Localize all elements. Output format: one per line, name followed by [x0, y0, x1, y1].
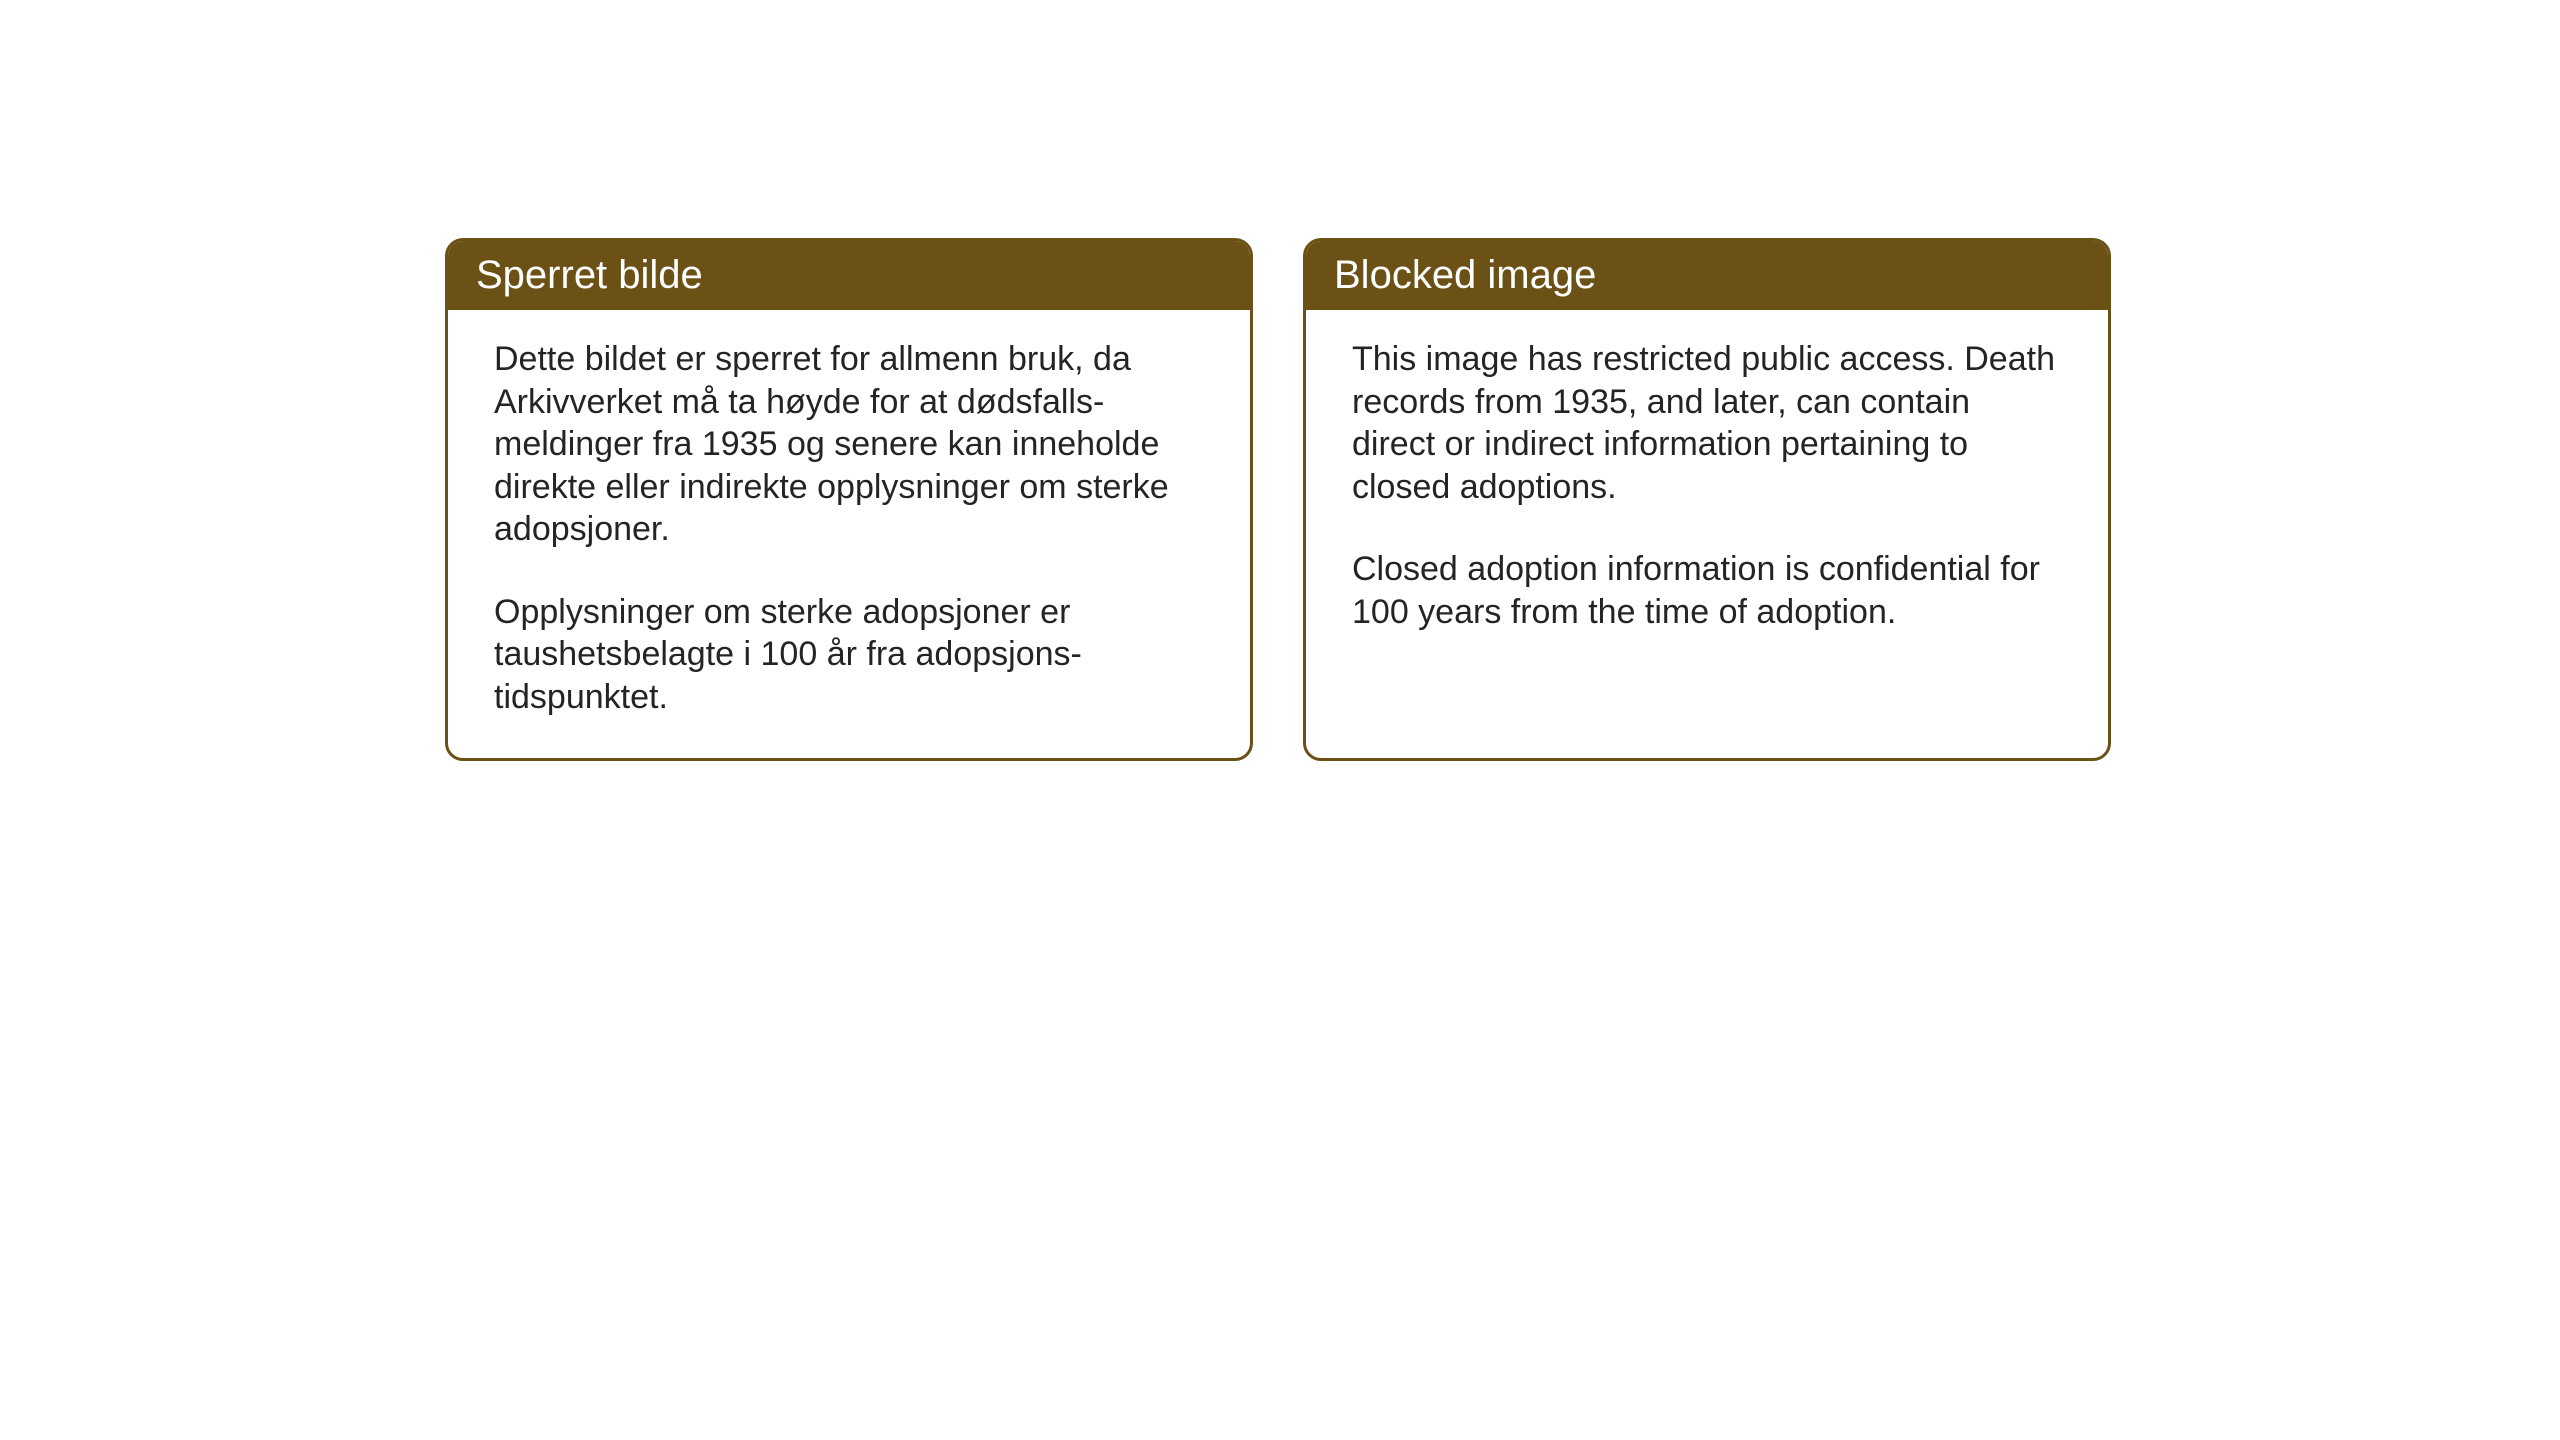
card-paragraph: Closed adoption information is confident… — [1352, 548, 2062, 633]
card-body-english: This image has restricted public access.… — [1306, 310, 2108, 673]
card-english: Blocked image This image has restricted … — [1303, 238, 2111, 761]
card-paragraph: This image has restricted public access.… — [1352, 338, 2062, 508]
card-header-english: Blocked image — [1306, 241, 2108, 310]
card-body-norwegian: Dette bildet er sperret for allmenn bruk… — [448, 310, 1250, 758]
cards-container: Sperret bilde Dette bildet er sperret fo… — [445, 238, 2111, 761]
card-norwegian: Sperret bilde Dette bildet er sperret fo… — [445, 238, 1253, 761]
card-paragraph: Dette bildet er sperret for allmenn bruk… — [494, 338, 1204, 551]
card-paragraph: Opplysninger om sterke adopsjoner er tau… — [494, 591, 1204, 719]
card-header-norwegian: Sperret bilde — [448, 241, 1250, 310]
